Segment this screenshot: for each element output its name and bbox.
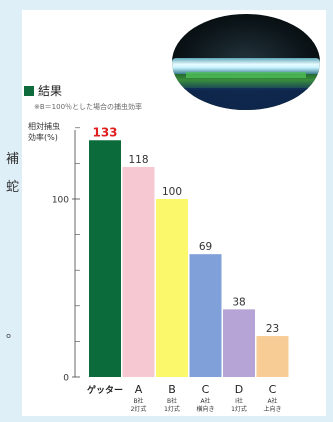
x-tick-label: ゲッター [87, 384, 123, 396]
chart-title: 結果 [24, 82, 62, 99]
bar-value-label: 133 [92, 125, 117, 139]
lamp-photo [172, 14, 320, 110]
side-text-3: 。 [6, 326, 20, 341]
side-text-1: 補 [6, 152, 20, 167]
x-tick-sublabel: 1灯式 [231, 405, 247, 413]
bar-value-label: 69 [199, 241, 212, 253]
bar [223, 309, 255, 377]
bar [156, 199, 188, 377]
y-tick-label: 100 [52, 196, 69, 206]
x-tick-sublabel: 2灯式 [131, 405, 147, 413]
bar [89, 140, 121, 377]
bar-value-label: 23 [266, 323, 279, 335]
bar [122, 166, 155, 377]
bar-value-label: 118 [128, 154, 148, 166]
side-text-2: 蛇 [6, 180, 20, 195]
lamp-tube [172, 58, 320, 74]
x-tick-sublabel: 上向き [263, 405, 281, 413]
x-tick-sublabel: 1灯式 [164, 405, 180, 413]
lamp-green-strip [186, 72, 306, 78]
y-tick-label: 0 [63, 374, 69, 384]
x-tick-label: A [135, 383, 143, 396]
x-tick-label: B [168, 383, 176, 396]
chart-title-text: 結果 [38, 84, 63, 98]
x-tick-label: C [202, 383, 210, 396]
y-axis-label: 相対捕虫 効率(%) [28, 122, 60, 142]
x-tick-sublabel: B社 [133, 397, 143, 405]
legend-square-icon [24, 85, 34, 96]
chart-note: ※B＝100％とした場合の捕虫効率 [34, 103, 143, 111]
bar [256, 336, 289, 377]
bar-value-label: 100 [162, 186, 182, 198]
bar [189, 254, 222, 377]
x-tick-sublabel: I社 [235, 397, 243, 405]
x-tick-label: D [235, 383, 243, 396]
bar-value-label: 38 [232, 296, 245, 308]
x-tick-sublabel: A社 [200, 397, 210, 405]
x-tick-sublabel: B社 [167, 397, 177, 405]
x-tick-sublabel: A社 [267, 397, 277, 405]
x-tick-label: C [269, 383, 277, 396]
x-tick-sublabel: 横向き [196, 405, 214, 413]
